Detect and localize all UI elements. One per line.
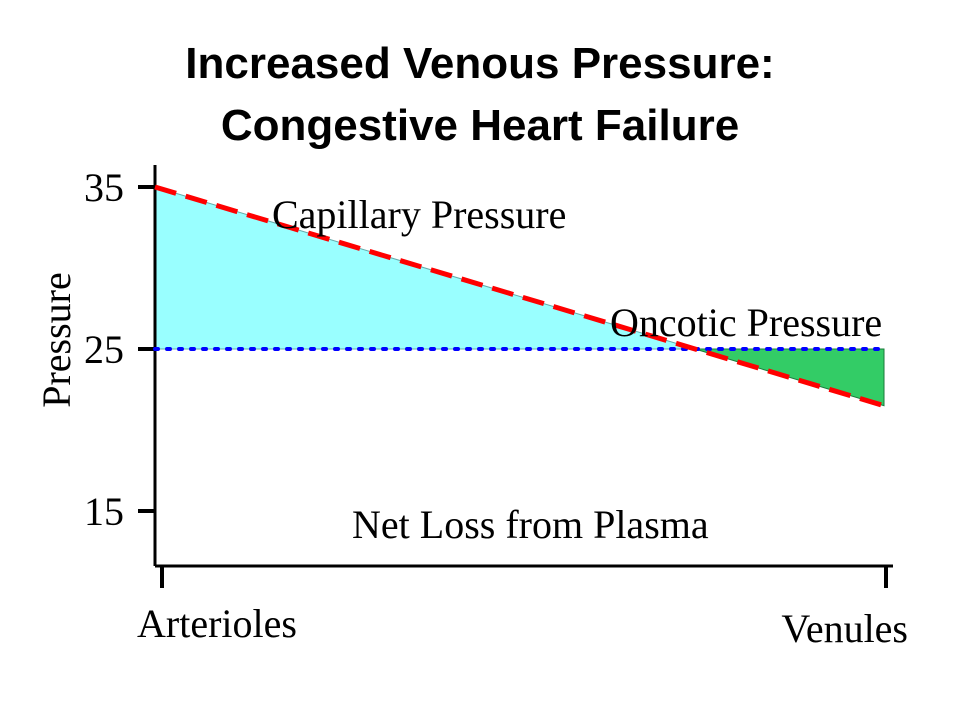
y-tick-label-15: 15 <box>84 489 124 534</box>
y-tick-label-35: 35 <box>84 165 124 210</box>
slide-title-line1: Increased Venous Pressure: <box>185 39 775 88</box>
x-tick-label-venules: Venules <box>781 606 908 651</box>
y-axis-label: Pressure <box>34 272 79 408</box>
net-loss-annotation: Net Loss from Plasma <box>352 502 709 547</box>
y-tick-label-25: 25 <box>84 327 124 372</box>
x-tick-label-arterioles: Arterioles <box>137 601 297 646</box>
oncotic-pressure-label: Oncotic Pressure <box>610 300 882 345</box>
capillary-pressure-label: Capillary Pressure <box>272 192 566 237</box>
slide-title-line2: Congestive Heart Failure <box>220 101 740 150</box>
